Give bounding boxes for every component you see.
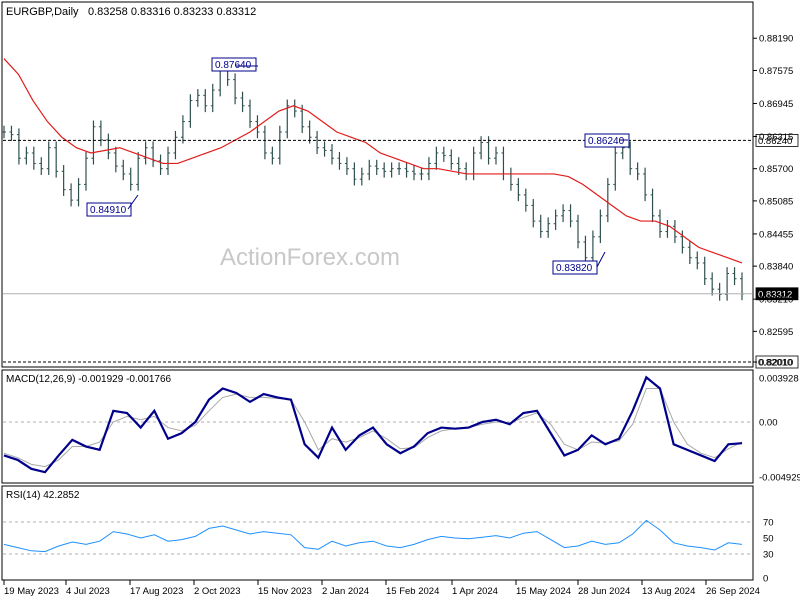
macd-axis-label: 0.003928 (759, 374, 799, 385)
x-axis-label: 15 Feb 2024 (386, 586, 439, 597)
price-axis-label: 0.85700 (759, 164, 793, 175)
macd-signal-line (3, 388, 743, 468)
annotation-box (584, 133, 630, 148)
macd-title: MACD(12,26,9) -0.001929 -0.001766 (6, 374, 172, 385)
rsi-series-group (3, 519, 752, 555)
annotation-box (552, 260, 598, 275)
annotation-label: 0.83820 (556, 263, 593, 274)
x-axis-label: 4 Jul 2023 (66, 586, 110, 597)
x-axis-label: 2 Jan 2024 (322, 586, 369, 597)
moving-average-line (3, 58, 743, 264)
x-axis-label: 13 Aug 2024 (642, 586, 695, 597)
macd-axis-label: -0.004929 (759, 472, 800, 483)
macd-line (3, 375, 743, 474)
price-axis-label: 0.88190 (759, 34, 793, 45)
annotation-leader (127, 194, 139, 210)
x-axis-label: 19 May 2023 (4, 586, 59, 597)
level-label: 0.82010 (758, 358, 792, 369)
annotation-box (211, 57, 257, 72)
x-axis-label: 28 Jun 2024 (578, 586, 630, 597)
rsi-title: RSI(14) 42.2852 (6, 490, 80, 501)
rsi-axis-label: 70 (763, 518, 774, 529)
x-axis-label: 26 Sep 2024 (706, 586, 760, 597)
axes-group: 0.88190 0.87575 0.86945 0.86315 0.85700 0.850… (3, 34, 800, 597)
level-label-box (755, 287, 799, 301)
price-series-group: 0.86240 0.82010 0.83312 0.87640 0.84910 0.862… (2, 57, 799, 369)
price-axis-label: 0.83210 (759, 295, 793, 306)
watermark-text: ActionForex.com (220, 244, 400, 271)
annotation-label: 0.84910 (90, 205, 127, 216)
macd-series-group (3, 375, 752, 474)
x-axis-label: 15 Nov 2023 (258, 586, 312, 597)
annotation-label: 0.86240 (588, 136, 625, 147)
rsi-panel (1, 485, 754, 581)
price-axis-label: 0.83840 (759, 262, 793, 273)
rsi-axis-label: 0 (763, 574, 768, 585)
price-axis-label: 0.86945 (759, 99, 793, 110)
price-axis-label: 0.87575 (759, 66, 793, 77)
rsi-axis-label: 30 (763, 550, 774, 561)
x-axis-label: 15 May 2024 (516, 586, 571, 597)
price-axis-label: 0.82595 (759, 327, 793, 338)
x-axis-label: 2 Oct 2023 (194, 586, 240, 597)
ohlc-readout: 0.83258 0.83316 0.83233 0.83312 (88, 6, 256, 18)
annotation-label: 0.87640 (215, 60, 252, 71)
price-panel (1, 1, 754, 368)
annotation-box (86, 202, 132, 217)
rsi-axis-label: 50 (763, 534, 774, 545)
price-axis-label: 0.84455 (759, 229, 793, 240)
x-axis-label: 17 Aug 2023 (130, 586, 183, 597)
level-label: 0.83312 (758, 289, 792, 300)
macd-panel (1, 369, 754, 484)
symbol-title: EURGBP,Daily (6, 6, 79, 18)
level-label: 0.86240 (758, 136, 792, 147)
rsi-line (3, 519, 743, 553)
price-axis-label: 0.85085 (759, 196, 793, 207)
macd-axis-label: 0.00 (759, 417, 778, 428)
price-axis-label: 0.86315 (759, 132, 793, 143)
x-axis-label: 1 Apr 2024 (452, 586, 498, 597)
price-axis-label: 0.82010 (759, 358, 793, 369)
annotation-leader (596, 251, 606, 268)
level-label-box (755, 133, 799, 147)
